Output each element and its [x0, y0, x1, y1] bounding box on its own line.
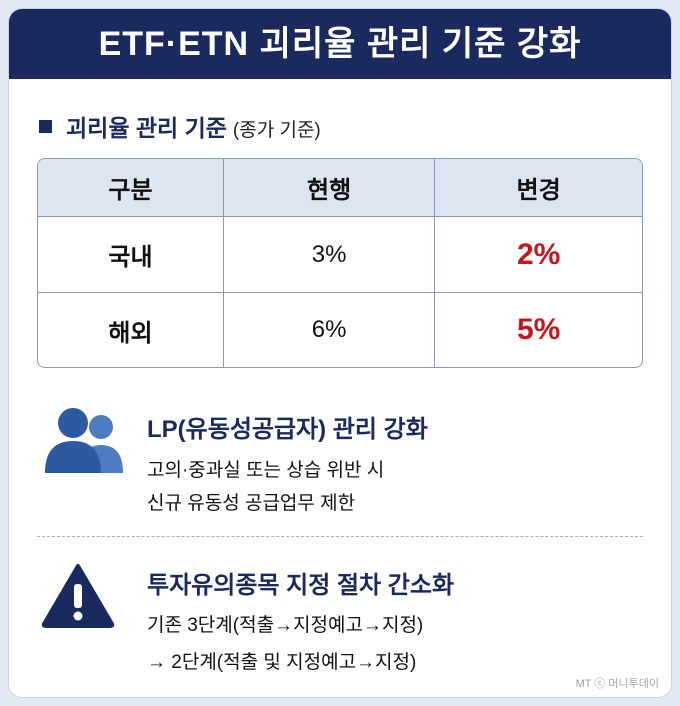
- cell: 해외: [38, 293, 224, 367]
- cell: 6%: [224, 293, 436, 367]
- header-cell: 변경: [435, 159, 642, 217]
- item-line: 신규 유동성 공급업무 제한: [147, 493, 356, 514]
- item-line: 고의·중과실 또는 상습 위반 시: [147, 460, 385, 481]
- item-line: → 2단계(적출 및 지정예고→지정): [147, 652, 417, 673]
- cell: 3%: [224, 217, 436, 293]
- table-header: 구분 현행 변경: [38, 159, 642, 217]
- header-cell: 현행: [224, 159, 436, 217]
- section-title-text: 괴리율 관리 기준: [66, 115, 227, 141]
- header-title: ETF·ETN 괴리율 관리 기준 강화: [9, 9, 671, 79]
- warning-icon: [41, 564, 115, 628]
- table-row: 해외 6% 5%: [38, 293, 642, 367]
- section-title: 괴리율 관리 기준 (종가 기준): [39, 109, 321, 143]
- cell: 국내: [38, 217, 224, 293]
- divider: [37, 536, 643, 537]
- table-row: 국내 3% 2%: [38, 217, 642, 293]
- item-line: 기존 3단계(적출→지정예고→지정): [147, 615, 424, 636]
- cell: 5%: [516, 313, 561, 346]
- people-icon: [45, 408, 123, 473]
- cell: 2%: [435, 217, 642, 293]
- item-title: LP(유동성공급자) 관리 강화: [147, 416, 428, 443]
- table: 구분 현행 변경 국내 3% 2% 해외 6% 5%: [37, 158, 643, 368]
- section-note: (종가 기준): [232, 120, 321, 141]
- credit: MT ⓒ 머니투데이: [575, 678, 659, 690]
- header-cell: 구분: [38, 159, 224, 217]
- card: ETF·ETN 괴리율 관리 기준 강화 괴리율 관리 기준 (종가 기준) 구분…: [8, 8, 672, 698]
- item-title: 투자유의종목 지정 절차 간소화: [147, 572, 455, 599]
